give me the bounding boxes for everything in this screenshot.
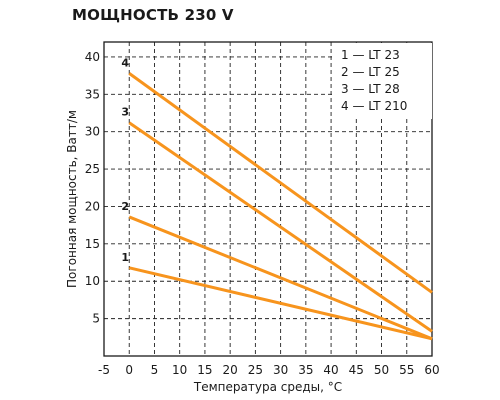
x-tick-label: 5 [151,363,159,377]
x-tick-label: 40 [323,363,338,377]
y-tick-label: 20 [85,199,100,213]
series-label-4: 4 [121,56,129,69]
x-tick-label: 60 [424,363,439,377]
x-tick-label: 50 [374,363,389,377]
legend: 1 — LT 23 2 — LT 25 3 — LT 28 4 — LT 210 [334,43,432,119]
y-tick-label: 40 [85,50,100,64]
legend-entry: 4 — LT 210 [341,99,407,113]
series-label-1: 1 [121,251,129,264]
series-lines [128,72,433,341]
y-tick-label: 10 [85,274,100,288]
series-line-1 [128,266,433,341]
y-tick-label: 35 [85,87,100,101]
series-line-2 [128,215,433,341]
legend-entry: 2 — LT 25 [341,65,400,79]
x-tick-label: -5 [98,363,110,377]
x-tick-label: 30 [273,363,288,377]
series-labels: 1 2 3 4 [121,56,129,263]
legend-entry: 1 — LT 23 [341,48,400,62]
x-tick-label: 45 [349,363,364,377]
y-tick-labels: 5 10 15 20 25 30 35 40 [85,50,100,326]
legend-box [334,43,432,119]
x-tick-label: 55 [399,363,414,377]
legend-entry: 3 — LT 28 [341,82,400,96]
x-tick-label: 35 [298,363,313,377]
x-tick-label: 15 [197,363,212,377]
x-tick-label: 20 [223,363,238,377]
y-tick-label: 5 [92,312,100,326]
x-tick-labels: -5 0 5 10 15 20 25 30 35 40 45 50 55 60 [98,363,440,377]
chart-title: МОЩНОСТЬ 230 V [72,6,234,24]
series-line-3 [128,121,433,333]
plot-frame [103,41,433,357]
x-axis-label: Температура среды, °C [193,380,342,394]
series-line-4 [128,72,433,294]
series-label-3: 3 [121,106,129,119]
y-axis-label: Погонная мощность, Ватт/м [65,110,79,288]
y-tick-label: 30 [85,125,100,139]
x-tick-label: 0 [125,363,133,377]
x-tick-label: 10 [172,363,187,377]
y-tick-label: 15 [85,237,100,251]
y-tick-label: 25 [85,162,100,176]
series-label-2: 2 [121,200,129,213]
x-tick-label: 25 [248,363,263,377]
